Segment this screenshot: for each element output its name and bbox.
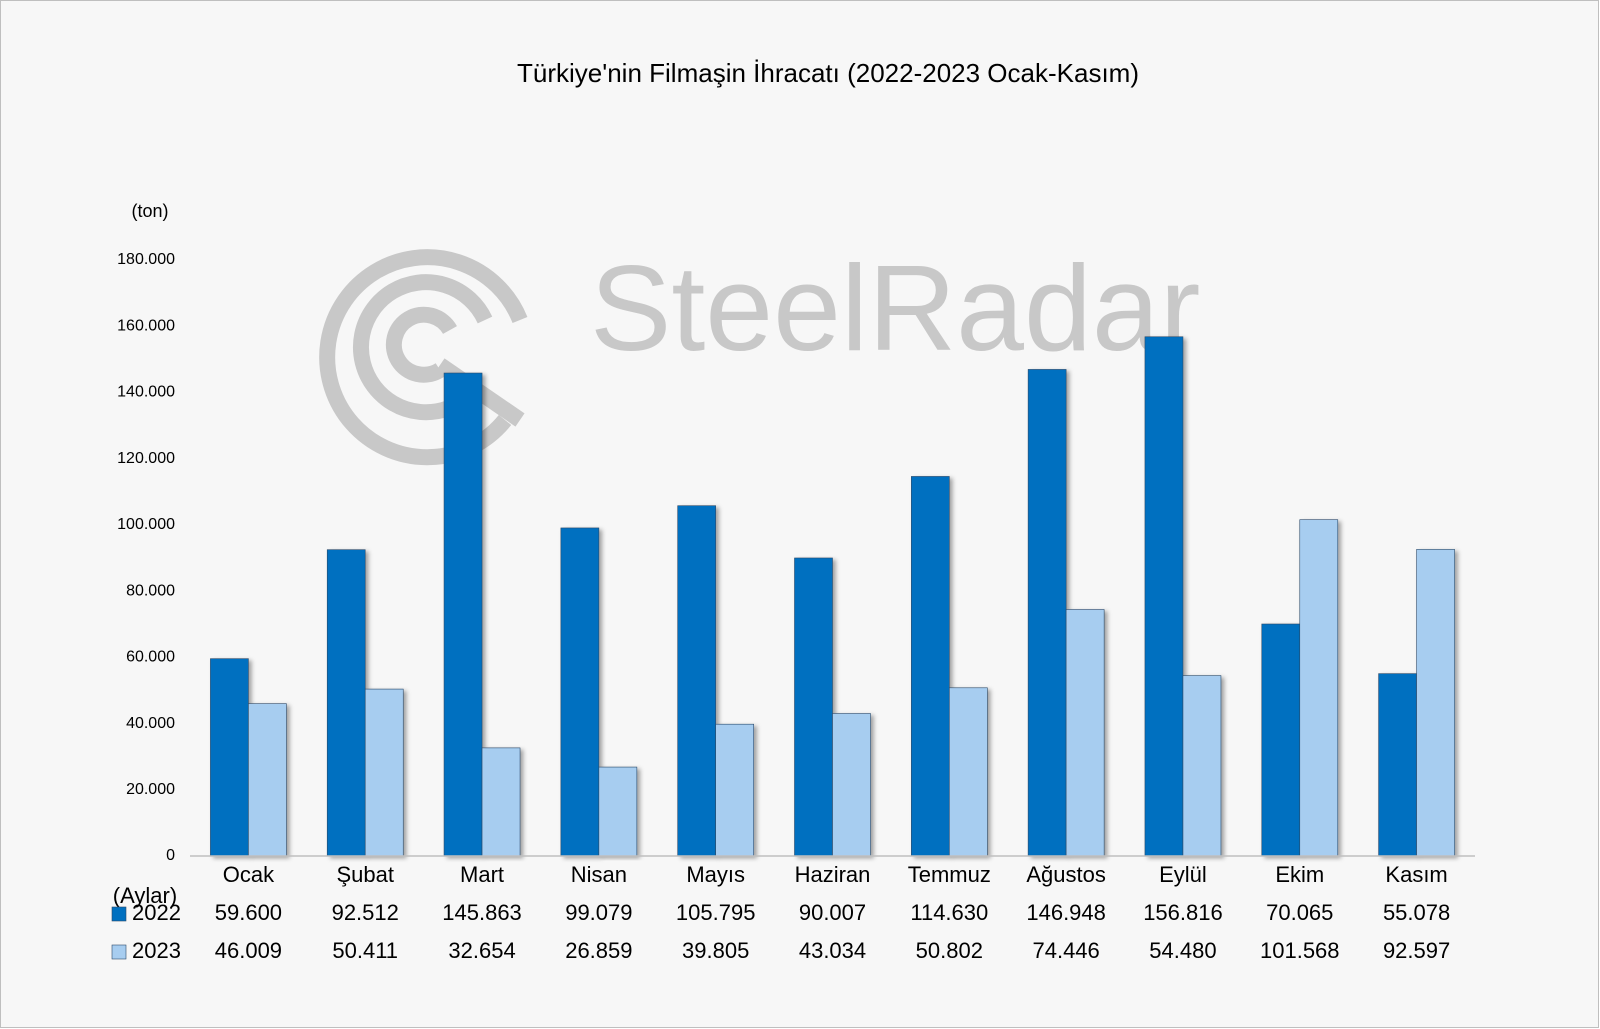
bar — [1261, 623, 1301, 857]
table-value: 92.597 — [1383, 938, 1450, 963]
x-tick-label: Temmuz — [908, 862, 991, 887]
table-value: 145.863 — [442, 900, 522, 925]
bar — [1182, 675, 1222, 857]
table-value: 50.802 — [916, 938, 983, 963]
table-value: 46.009 — [215, 938, 282, 963]
table-value: 50.411 — [332, 938, 398, 963]
table-value: 54.480 — [1149, 938, 1216, 963]
x-tick-label: Şubat — [336, 862, 394, 887]
bar — [1144, 336, 1184, 857]
table-value: 43.034 — [799, 938, 866, 963]
bar — [832, 713, 871, 857]
y-tick-label: 180.000 — [117, 251, 175, 268]
table-value: 74.446 — [1032, 938, 1099, 963]
table-value: 99.079 — [565, 900, 632, 925]
y-tick-label: 100.000 — [117, 516, 175, 533]
bar — [677, 505, 716, 857]
x-tick-label: Mart — [460, 862, 504, 887]
y-tick-label: 0 — [166, 847, 175, 864]
bar — [481, 747, 521, 857]
bar — [794, 557, 833, 857]
legend-label: 2023 — [132, 938, 181, 963]
table-value: 90.007 — [799, 900, 866, 925]
bar — [1027, 369, 1067, 857]
y-tick-label: 40.000 — [126, 715, 175, 732]
x-tick-label: Ocak — [223, 862, 275, 887]
x-tick-label: Nisan — [571, 862, 627, 887]
bar — [326, 549, 366, 857]
table-value: 146.948 — [1026, 900, 1106, 925]
table-value: 70.065 — [1266, 900, 1333, 925]
bar — [560, 527, 600, 857]
table-value: 114.630 — [910, 900, 988, 925]
legend-swatch — [111, 906, 127, 922]
table-value: 92.512 — [332, 900, 399, 925]
table-value: 101.568 — [1260, 938, 1340, 963]
x-tick-label: Ağustos — [1026, 862, 1106, 887]
legend-swatch — [111, 944, 127, 960]
bar — [210, 658, 249, 857]
table-value: 39.805 — [682, 938, 749, 963]
bar — [1378, 673, 1417, 857]
y-axis-label: (ton) — [131, 201, 168, 221]
y-tick-label: 20.000 — [126, 781, 175, 798]
y-tick-label: 60.000 — [126, 649, 175, 666]
bar — [443, 372, 483, 857]
table-value: 26.859 — [565, 938, 632, 963]
bar — [248, 703, 287, 857]
bar — [1065, 609, 1105, 857]
bar — [911, 476, 950, 857]
watermark: SteelRadar — [590, 240, 1200, 376]
bar — [949, 687, 988, 857]
bar — [1299, 519, 1339, 857]
y-tick-label: 120.000 — [117, 450, 175, 467]
legend-label: 2022 — [132, 900, 181, 925]
table-value: 55.078 — [1383, 900, 1450, 925]
bar — [715, 723, 754, 857]
x-tick-label: Mayıs — [686, 862, 745, 887]
x-axis-label: (Aylar) — [113, 883, 177, 908]
x-tick-label: Haziran — [795, 862, 871, 887]
x-tick-label: Kasım — [1385, 862, 1447, 887]
table-value: 156.816 — [1143, 900, 1223, 925]
y-tick-label: 160.000 — [117, 317, 175, 334]
table-value: 32.654 — [448, 938, 515, 963]
x-tick-label: Eylül — [1159, 862, 1207, 887]
chart-title: Türkiye'nin Filmaşin İhracatı (2022-2023… — [517, 58, 1139, 88]
table-value: 105.795 — [676, 900, 756, 925]
bar — [364, 688, 404, 857]
x-tick-label: Ekim — [1275, 862, 1324, 887]
y-tick-label: 140.000 — [117, 384, 175, 401]
bar — [1416, 549, 1455, 857]
y-tick-label: 80.000 — [126, 582, 175, 599]
bar — [598, 766, 638, 857]
table-value: 59.600 — [215, 900, 282, 925]
